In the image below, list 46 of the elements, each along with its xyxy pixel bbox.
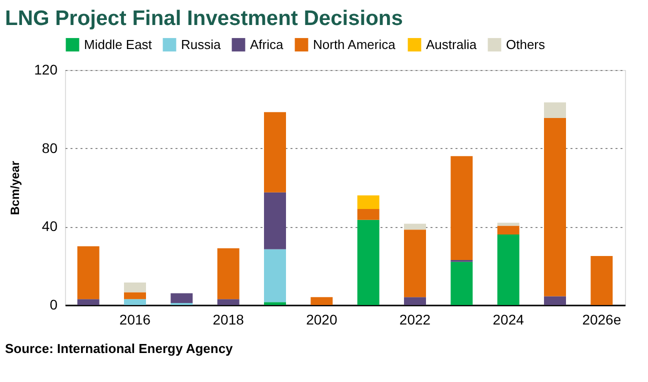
x-tick-label: 2020 bbox=[306, 312, 338, 328]
bar bbox=[124, 292, 146, 300]
bar bbox=[170, 293, 193, 304]
bar bbox=[357, 209, 380, 220]
y-tick-label: 80 bbox=[42, 140, 58, 156]
legend-label: Middle East bbox=[84, 36, 152, 52]
bar bbox=[264, 192, 286, 250]
bar bbox=[544, 296, 566, 305]
x-tick-label: 2016 bbox=[119, 312, 151, 328]
legend-label: Russia bbox=[181, 36, 222, 52]
legend-label: Africa bbox=[250, 36, 284, 52]
bar bbox=[357, 195, 380, 210]
bar bbox=[77, 246, 100, 300]
x-tick-label: 2022 bbox=[399, 312, 431, 328]
bar bbox=[544, 102, 566, 118]
bar bbox=[77, 299, 100, 305]
legend-label: Australia bbox=[426, 36, 478, 52]
bar bbox=[264, 249, 286, 302]
legend-label: North America bbox=[313, 36, 396, 52]
chart-title: LNG Project Final Investment Decisions bbox=[5, 7, 403, 30]
bar bbox=[124, 299, 146, 305]
bar bbox=[357, 220, 380, 305]
bar bbox=[310, 297, 333, 305]
bar bbox=[590, 256, 613, 305]
bar bbox=[124, 282, 146, 292]
bar bbox=[404, 297, 426, 305]
x-tick-label: 2018 bbox=[212, 312, 244, 328]
bar bbox=[217, 248, 240, 300]
x-tick-label: 2026e bbox=[582, 312, 622, 328]
bar bbox=[217, 299, 240, 305]
legend-label: Others bbox=[506, 36, 546, 52]
bar bbox=[497, 226, 520, 234]
bar bbox=[404, 224, 426, 230]
y-tick-label: 120 bbox=[34, 62, 58, 78]
x-tick-label: 2024 bbox=[492, 312, 524, 328]
bar bbox=[497, 234, 520, 305]
y-axis-title: Bcm/year bbox=[8, 160, 22, 216]
y-tick-label: 40 bbox=[42, 218, 58, 234]
bar bbox=[264, 302, 286, 305]
source-note: Source: International Energy Agency bbox=[5, 341, 234, 356]
y-tick-label: 0 bbox=[50, 296, 58, 312]
bar bbox=[450, 156, 473, 260]
bar bbox=[264, 112, 286, 192]
bar bbox=[450, 262, 473, 305]
bar bbox=[404, 230, 426, 298]
bar bbox=[544, 118, 566, 296]
